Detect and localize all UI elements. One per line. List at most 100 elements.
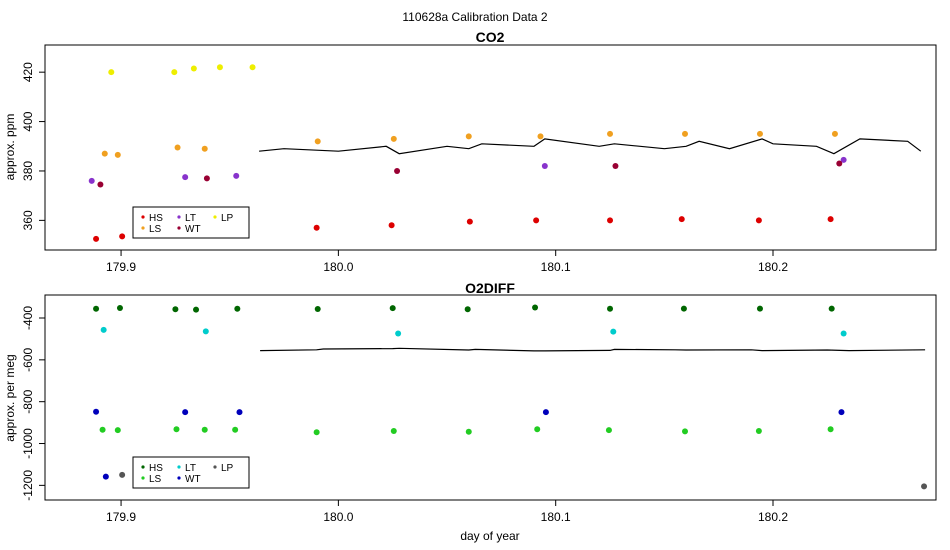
o2diff-point-ls (827, 426, 834, 433)
o2diff-point-lt (840, 330, 847, 337)
co2-point-lp (190, 65, 197, 72)
co2-plot-frame (44, 44, 937, 251)
co2-legend-marker-lt (177, 215, 181, 219)
o2diff-point-hs (314, 306, 321, 313)
o2diff-point-hs (532, 304, 539, 311)
co2-point-hs (827, 216, 834, 223)
co2-point-ls (314, 138, 321, 145)
o2diff-plot-frame (44, 294, 937, 501)
o2diff-point-wt (182, 409, 189, 416)
o2diff-legend-marker-ls (141, 476, 145, 480)
o2diff-point-lp (119, 471, 126, 478)
o2diff-point-ls (99, 426, 106, 433)
co2-point-lt (182, 174, 189, 181)
o2diff-point-lp (921, 483, 928, 490)
o2diff-plot-area (93, 304, 928, 490)
co2-point-ls (465, 133, 472, 140)
o2diff-point-ls (681, 428, 688, 435)
o2diff-y-axis: -400 -600 -800 -1000 -1200 (21, 306, 45, 501)
co2-legend-marker-hs (141, 215, 145, 219)
o2diff-point-ls (201, 426, 208, 433)
co2-series-ambient-line (259, 138, 922, 155)
co2-plot-area (88, 64, 922, 242)
o2diff-point-hs (116, 304, 123, 311)
o2diff-point-ls (313, 429, 320, 436)
co2-point-lp (108, 69, 115, 76)
co2-point-ls (201, 145, 208, 152)
co2-ytick-label: 380 (21, 161, 35, 181)
co2-legend-label: LT (185, 213, 196, 224)
o2diff-ytick-label: -400 (21, 306, 35, 330)
co2-point-lt (840, 156, 847, 163)
co2-point-ls (174, 144, 181, 151)
co2-point-lp (216, 64, 223, 71)
o2diff-legend-marker-lt (177, 465, 181, 469)
o2diff-point-ls (114, 427, 121, 434)
o2diff-point-ls (390, 427, 397, 434)
co2-point-wt (203, 175, 210, 182)
co2-point-hs (533, 217, 540, 224)
co2-point-wt (97, 181, 104, 188)
co2-xtick-label: 179.9 (106, 260, 136, 274)
o2diff-point-ls (465, 428, 472, 435)
co2-y-axis: 360 380 400 420 (21, 62, 45, 230)
o2diff-point-hs (464, 306, 471, 313)
o2diff-point-hs (172, 306, 179, 313)
o2diff-point-hs (680, 305, 687, 312)
o2diff-point-lt (100, 326, 107, 333)
co2-legend-box (132, 206, 250, 239)
co2-legend-label: WT (185, 224, 201, 235)
o2diff-legend-label: LT (185, 463, 196, 474)
o2diff-point-wt (102, 473, 109, 480)
o2diff-point-wt (838, 409, 845, 416)
co2-legend-marker-lp (213, 215, 217, 219)
o2diff-point-ls (534, 426, 541, 433)
o2diff-legend-marker-wt (177, 476, 181, 480)
co2-legend-label: LS (149, 224, 162, 235)
o2diff-legend-label: LP (221, 463, 234, 474)
o2diff-x-axis: 179.9 180.0 180.1 180.2 (106, 500, 788, 524)
o2diff-point-lt (395, 330, 402, 337)
co2-point-lt (541, 163, 548, 170)
o2diff-point-ls (173, 426, 180, 433)
co2-point-hs (93, 235, 100, 242)
o2diff-point-ls (755, 427, 762, 434)
o2diff-title: O2DIFF (465, 280, 515, 296)
co2-point-hs (678, 216, 685, 223)
co2-point-lt (233, 172, 240, 179)
figure-xlabel: day of year (460, 529, 519, 543)
co2-point-hs (466, 218, 473, 225)
o2diff-ylabel: approx. per meg (3, 354, 17, 441)
co2-point-ls (831, 130, 838, 137)
o2diff-legend-box (132, 456, 250, 489)
o2diff-point-wt (93, 408, 100, 415)
o2diff-legend-marker-lp (213, 465, 217, 469)
o2diff-xtick-label: 179.9 (106, 510, 136, 524)
co2-point-ls (756, 130, 763, 137)
co2-ytick-label: 420 (21, 62, 35, 82)
o2diff-point-wt (542, 409, 549, 416)
co2-point-ls (390, 135, 397, 142)
co2-point-ls (607, 130, 614, 137)
co2-point-hs (119, 233, 126, 240)
co2-ytick-label: 360 (21, 210, 35, 230)
o2diff-point-lt (202, 328, 209, 335)
co2-legend-label: LP (221, 213, 234, 224)
o2diff-xtick-label: 180.0 (323, 510, 353, 524)
co2-point-ls (681, 130, 688, 137)
o2diff-ytick-label: -1200 (21, 470, 35, 501)
co2-point-lt (88, 177, 95, 184)
figure-suptitle: 110628a Calibration Data 2 (402, 10, 548, 24)
o2diff-legend-marker-hs (141, 465, 145, 469)
co2-point-hs (607, 217, 614, 224)
o2diff-legend-label: HS (149, 463, 163, 474)
o2diff-point-hs (607, 305, 614, 312)
o2diff-point-hs (193, 306, 200, 313)
o2diff-ytick-label: -600 (21, 348, 35, 372)
o2diff-xtick-label: 180.2 (758, 510, 788, 524)
o2diff-xtick-label: 180.1 (541, 510, 571, 524)
co2-xtick-label: 180.2 (758, 260, 788, 274)
co2-point-ls (114, 151, 121, 158)
